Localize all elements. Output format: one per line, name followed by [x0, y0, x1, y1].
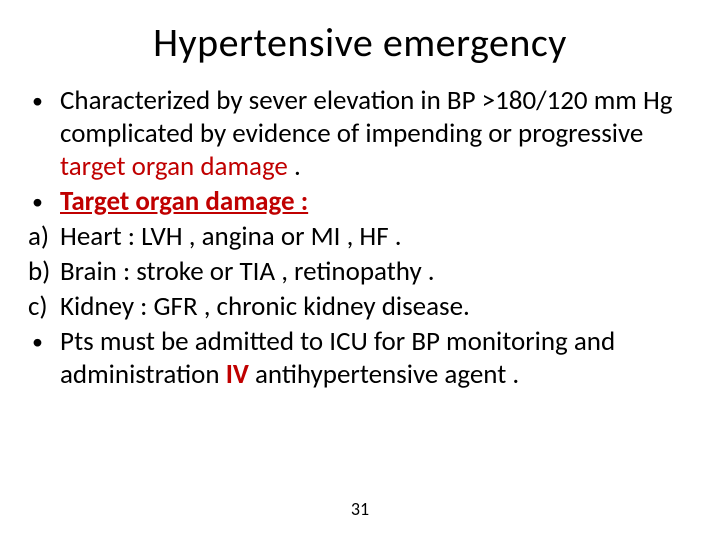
item-text: antihypertensive agent .	[249, 358, 519, 391]
bullet-marker: •	[32, 186, 60, 218]
list-item: • Target organ damage :	[28, 186, 692, 219]
item-text: Heart : LVH , angina or MI , HF .	[60, 220, 402, 253]
list-item: • Characterized by sever elevation in BP…	[28, 85, 692, 184]
list-item: b) Brain : stroke or TIA , retinopathy .	[28, 256, 692, 289]
bullet-list: • Characterized by sever elevation in BP…	[28, 85, 692, 391]
item-text: Characterized by sever elevation in BP >…	[60, 84, 673, 150]
slide-title: Hypertensive emergency	[28, 18, 692, 67]
item-text-accent: IV	[226, 358, 249, 391]
page-number: 31	[0, 498, 720, 520]
slide: Hypertensive emergency • Characterized b…	[0, 0, 720, 540]
item-text: Brain : stroke or TIA , retinopathy .	[60, 255, 435, 288]
item-text: .	[288, 150, 301, 183]
item-text-heading: Target organ damage :	[60, 185, 308, 218]
list-item: a) Heart : LVH , angina or MI , HF .	[28, 221, 692, 254]
item-text-accent: target organ damage	[60, 150, 288, 183]
list-item: c) Kidney : GFR , chronic kidney disease…	[28, 291, 692, 324]
list-item: • Pts must be admitted to ICU for BP mon…	[28, 326, 692, 392]
letter-marker: a)	[28, 221, 56, 254]
bullet-marker: •	[32, 85, 60, 117]
bullet-marker: •	[32, 326, 60, 358]
letter-marker: c)	[28, 291, 56, 324]
item-text: Kidney : GFR , chronic kidney disease.	[60, 290, 470, 323]
letter-marker: b)	[28, 256, 56, 289]
